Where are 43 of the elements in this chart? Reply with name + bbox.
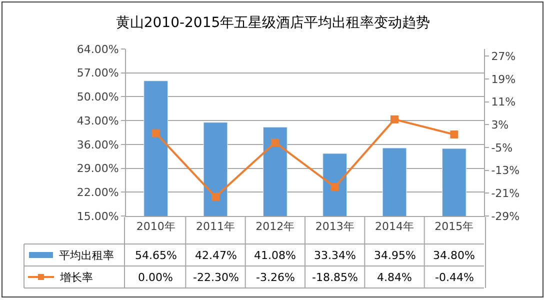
y-tick-label: 50.00% (76, 90, 119, 104)
y-tick-label: 64.00% (76, 42, 119, 56)
point (450, 130, 458, 138)
point (212, 192, 220, 201)
y2-tick-label: -13% (491, 164, 520, 178)
y2-tick-label: -21% (491, 187, 520, 200)
data-label: -0.44% (435, 271, 474, 284)
y-tick-label: 36.00% (76, 138, 119, 152)
x-tick-label: 2014年 (375, 220, 414, 234)
y2-tick-label: -29% (491, 210, 520, 223)
data-label: -22.30% (193, 271, 239, 284)
y-tick-label: 15.00% (76, 210, 119, 223)
data-label: 42.47% (195, 249, 237, 262)
x-tick-label: 2013年 (315, 220, 354, 234)
data-label: 33.34% (314, 249, 356, 262)
data-label: -3.26% (256, 271, 295, 284)
point (271, 138, 280, 147)
legend-label: 平均出租率 (59, 249, 114, 262)
y-tick-label: 57.00% (76, 66, 119, 80)
y2-tick-label: 27% (491, 50, 516, 63)
data-label: 34.80% (433, 249, 475, 262)
y-tick-label: 43.00% (76, 114, 119, 128)
x-tick-label: 2010年 (136, 220, 176, 234)
point (330, 183, 339, 192)
y-tick-label: 22.00% (76, 186, 119, 199)
y2-tick-label: 19% (491, 72, 516, 86)
data-label: 0.00% (138, 271, 173, 284)
y2-tick-label: -5% (491, 141, 513, 154)
x-tick-label: 2011年 (196, 220, 235, 234)
data-label: 4.84% (377, 271, 412, 284)
x-tick-label: 2012年 (256, 220, 295, 234)
y-tick-label: 29.00% (76, 162, 119, 176)
y2-tick-label: 11% (491, 96, 516, 109)
legend-label: 增长率 (59, 271, 93, 284)
chart-title: 黄山2010-2015年五星级酒店平均出租率变动趋势 (116, 14, 430, 31)
data-label: 34.95% (374, 249, 416, 262)
x-tick-label: 2015年 (434, 220, 474, 234)
y2-tick-label: 3% (491, 118, 509, 132)
data-label: 54.65% (135, 249, 177, 262)
point (390, 115, 398, 124)
data-label: -18.85% (312, 271, 358, 284)
data-label: 41.08% (254, 249, 296, 262)
point (152, 129, 160, 138)
